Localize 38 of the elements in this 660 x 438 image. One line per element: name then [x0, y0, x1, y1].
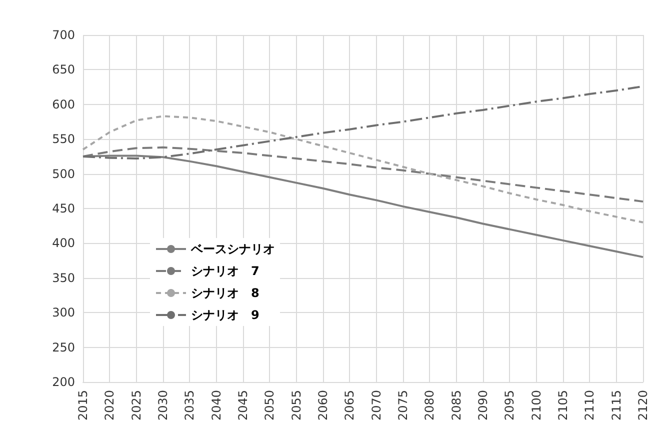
- y-tick-label: 250: [52, 340, 75, 354]
- x-tick-label: 2120: [636, 390, 650, 421]
- y-tick-label: 600: [52, 97, 75, 112]
- x-tick-label: 2035: [182, 390, 197, 421]
- x-tick-label: 2070: [369, 390, 384, 421]
- y-tick-label: 550: [52, 132, 75, 146]
- y-tick-label: 700: [52, 28, 75, 42]
- x-tick-label: 2020: [102, 390, 117, 421]
- x-tick-label: 2085: [449, 390, 464, 421]
- y-tick-label: 650: [52, 62, 75, 77]
- y-tick-label: 300: [52, 306, 75, 320]
- x-tick-label: 2040: [209, 390, 224, 421]
- x-tick-label: 2015: [76, 390, 90, 421]
- y-tick-label: 350: [52, 270, 75, 285]
- legend-label: シナリオ 9: [191, 308, 260, 322]
- x-tick-label: 2025: [129, 390, 144, 421]
- x-tick-label: 2110: [582, 390, 597, 421]
- x-tick-label: 2055: [289, 390, 304, 421]
- legend-label: シナリオ 8: [191, 286, 260, 300]
- x-tick-label: 2080: [422, 390, 437, 421]
- x-tick-label: 2050: [262, 390, 277, 421]
- x-tick-label: 2060: [316, 390, 330, 421]
- x-tick-label: 2100: [529, 390, 544, 421]
- x-tick-label: 2045: [236, 390, 250, 421]
- y-tick-label: 200: [52, 375, 75, 389]
- legend-label: シナリオ 7: [191, 264, 260, 278]
- legend-label: ベースシナリオ: [190, 242, 275, 256]
- x-tick-label: 2095: [502, 390, 517, 421]
- x-tick-label: 2090: [476, 390, 490, 421]
- y-tick-label: 400: [52, 236, 75, 250]
- line-series: [82, 115, 644, 224]
- x-tick-label: 2075: [396, 390, 410, 421]
- x-tick-label: 2030: [156, 390, 170, 421]
- y-tick-label: 450: [52, 202, 75, 216]
- x-tick-label: 2065: [342, 390, 357, 421]
- x-tick-label: 2105: [556, 390, 570, 421]
- x-tick-label: 2115: [609, 390, 624, 421]
- y-tick-label: 500: [52, 166, 75, 181]
